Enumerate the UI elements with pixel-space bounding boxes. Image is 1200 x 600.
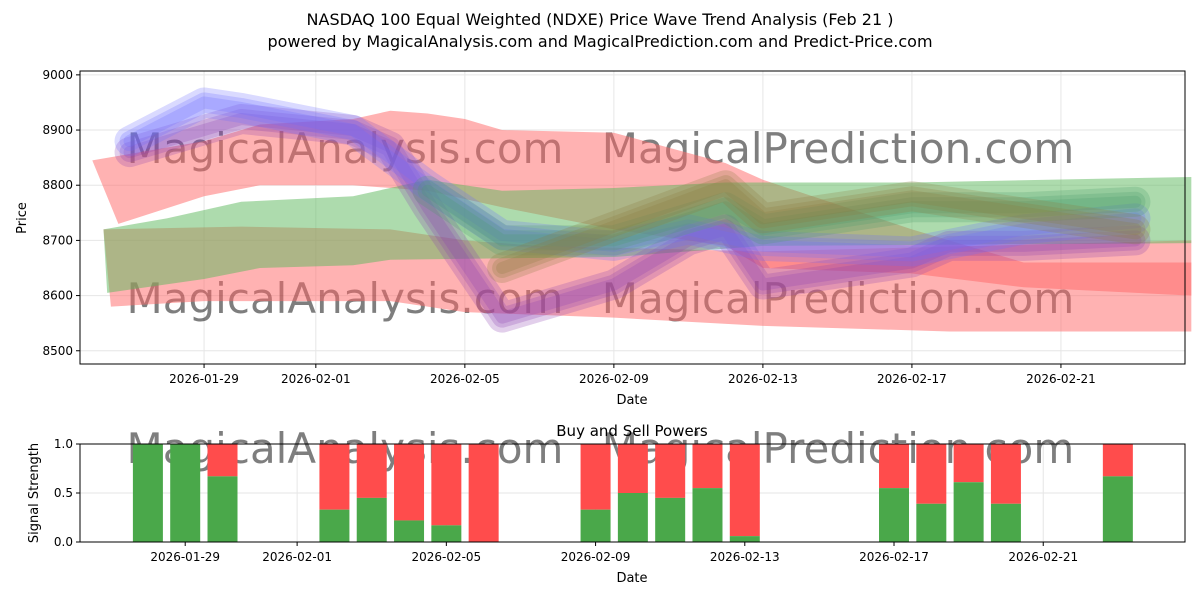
sell-bar	[879, 444, 910, 489]
blue-wave	[119, 92, 1146, 262]
x-tick-label: 2026-02-21	[1008, 550, 1078, 564]
sell-bar	[431, 444, 462, 526]
sell-bar	[990, 444, 1021, 504]
buy-bar	[319, 509, 350, 542]
bar-y-axis-label: Signal Strength	[27, 443, 42, 543]
buy-bar	[990, 503, 1021, 542]
chart-title: NASDAQ 100 Equal Weighted (NDXE) Price W…	[307, 10, 894, 29]
bar-x-axis-label: Date	[616, 571, 647, 586]
plot-frame	[79, 70, 1186, 365]
y-tick-label: 9000	[42, 68, 73, 82]
x-tick-label: 2026-02-17	[877, 372, 947, 386]
bar-plot-frame	[79, 443, 1186, 543]
x-tick-label: 2026-02-13	[710, 550, 780, 564]
green-wave	[421, 184, 1142, 247]
x-tick-label: 2026-01-29	[169, 372, 239, 386]
y-tick-label: 0.5	[54, 486, 73, 500]
buy-bar	[953, 482, 984, 542]
purple-wave	[119, 109, 1146, 328]
x-tick-label: 2026-02-05	[430, 372, 500, 386]
bar-chart-title: Buy and Sell Powers	[556, 422, 708, 440]
buy-bar	[916, 503, 947, 542]
buy-bar	[580, 509, 611, 542]
sell-bar	[692, 444, 723, 489]
x-tick-label: 2026-02-09	[579, 372, 649, 386]
y-tick-label: 8900	[42, 123, 73, 137]
sell-bar	[916, 444, 947, 504]
x-tick-label: 2026-02-05	[411, 550, 481, 564]
sell-bar	[617, 444, 648, 493]
sell-bar	[729, 444, 760, 537]
blue-wave	[123, 96, 1142, 258]
buy-bar	[356, 497, 387, 542]
x-tick-label: 2026-02-01	[262, 550, 332, 564]
x-tick-label: 2026-02-01	[281, 372, 351, 386]
blue-wave	[114, 87, 1151, 267]
y-tick-label: 8500	[42, 344, 73, 358]
sell-bar	[580, 444, 611, 510]
sell-bar	[1102, 444, 1133, 477]
x-tick-label: 2026-02-09	[561, 550, 631, 564]
chart-subtitle: powered by MagicalAnalysis.com and Magic…	[267, 32, 932, 51]
buy-bar	[207, 476, 238, 542]
green-wave	[412, 175, 1151, 256]
buy-bar	[132, 444, 163, 542]
sell-bar	[468, 444, 499, 542]
x-tick-label: 2026-02-21	[1026, 372, 1096, 386]
y-tick-label: 8600	[42, 289, 73, 303]
buy-bar	[1102, 476, 1133, 542]
x-tick-label: 2026-02-17	[859, 550, 929, 564]
olive-wave	[492, 175, 1146, 278]
buy-bar	[394, 520, 425, 542]
x-axis-label: Date	[616, 393, 647, 408]
green-band	[103, 176, 1192, 293]
buy-bar	[692, 488, 723, 542]
green-wave	[417, 180, 1146, 251]
sell-bar	[655, 444, 686, 498]
buy-bar	[431, 525, 462, 542]
purple-wave	[114, 104, 1151, 333]
x-tick-label: 2026-01-29	[150, 550, 220, 564]
sell-bar	[356, 444, 387, 498]
buy-bar	[655, 497, 686, 542]
buy-bar	[879, 488, 910, 542]
y-tick-label: 8800	[42, 178, 73, 192]
olive-wave	[487, 170, 1151, 283]
y-tick-label: 8700	[42, 233, 73, 247]
sell-bar	[394, 444, 425, 521]
sell-bar	[953, 444, 984, 483]
buy-bar	[170, 444, 201, 542]
sell-bar	[207, 444, 238, 477]
olive-wave	[496, 179, 1142, 274]
buy-bar	[729, 536, 760, 542]
x-tick-label: 2026-02-13	[728, 372, 798, 386]
purple-wave	[123, 113, 1142, 324]
buy-bar	[617, 493, 648, 542]
y-tick-label: 0.0	[54, 535, 73, 549]
y-tick-label: 1.0	[54, 437, 73, 451]
y-axis-label: Price	[15, 202, 30, 234]
sell-bar	[319, 444, 350, 510]
